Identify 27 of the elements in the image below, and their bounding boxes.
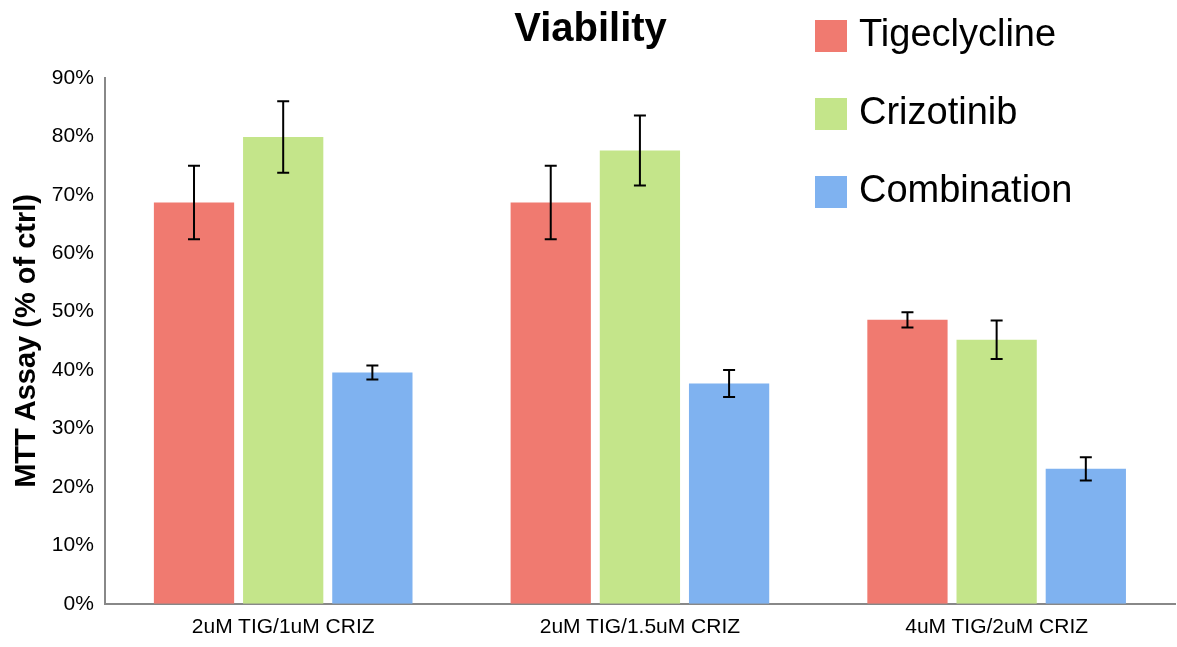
x-tick-label: 4uM TIG/2uM CRIZ: [905, 614, 1089, 638]
y-tick-label: 70%: [51, 181, 94, 205]
bar: [599, 150, 681, 604]
legend-label: Combination: [859, 168, 1073, 211]
y-tick-label: 40%: [51, 356, 94, 380]
y-tick-label: 50%: [51, 298, 94, 322]
bar: [243, 137, 324, 604]
y-tick-label: 60%: [51, 240, 94, 264]
bar: [510, 202, 591, 604]
bar: [153, 202, 235, 604]
bar: [867, 319, 948, 604]
y-tick-label: 0%: [63, 590, 94, 614]
bar: [956, 339, 1037, 604]
y-tick-label: 20%: [51, 473, 94, 497]
y-axis-title: MTT Assay (% of ctrl): [9, 194, 42, 488]
x-tick-label: 2uM TIG/1.5uM CRIZ: [539, 614, 741, 638]
y-tick-label: 30%: [51, 415, 94, 439]
x-tick-label: 2uM TIG/1uM CRIZ: [191, 614, 375, 638]
y-tick-label: 90%: [51, 64, 94, 88]
legend-label: Crizotinib: [859, 90, 1018, 133]
y-tick-label: 10%: [51, 532, 94, 556]
bar: [332, 372, 413, 604]
legend-label: Tigeclycline: [859, 12, 1057, 55]
bar: [688, 383, 770, 604]
y-tick-label: 80%: [51, 123, 94, 147]
chart-title: Viability: [514, 5, 668, 50]
bar: [1045, 468, 1126, 604]
